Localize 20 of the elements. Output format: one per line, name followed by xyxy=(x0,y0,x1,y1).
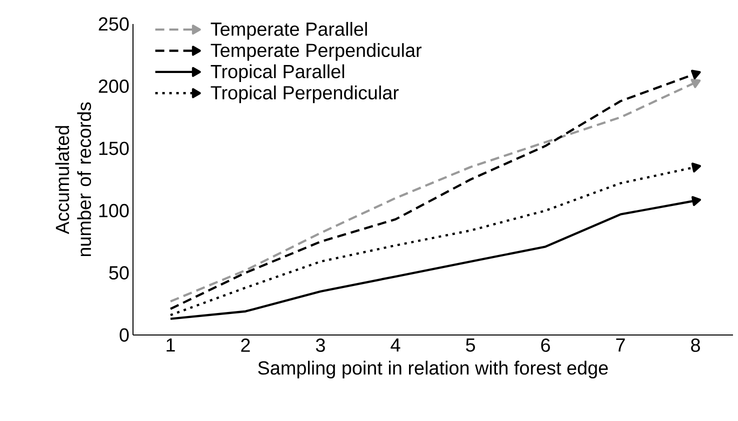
x-tick-label: 3 xyxy=(316,338,325,352)
y-tick-label: 50 xyxy=(109,266,129,280)
x-tick-label: 7 xyxy=(616,338,625,352)
y-tick-label: 0 xyxy=(120,328,129,342)
legend-label: Temperate Perpendicular xyxy=(210,43,422,61)
x-tick-label: 1 xyxy=(166,338,175,352)
y-axis-title: Accumulated number of records xyxy=(55,102,92,256)
y-tick-label: 100 xyxy=(99,204,129,218)
y-tick-label: 200 xyxy=(98,79,129,93)
x-axis-title: Sampling point in relation with forest edge xyxy=(258,360,608,378)
legend-label: Tropical Parallel xyxy=(210,64,344,82)
x-tick-label: 2 xyxy=(241,338,250,352)
legend-label: Temperate Parallel xyxy=(210,22,367,40)
x-tick-label: 6 xyxy=(541,338,550,352)
y-tick-label: 250 xyxy=(98,17,129,31)
x-tick-label: 8 xyxy=(691,338,700,352)
x-tick-label: 5 xyxy=(466,338,475,352)
x-tick-label: 4 xyxy=(390,338,400,352)
legend-label: Tropical Perpendicular xyxy=(210,86,399,104)
y-tick-label: 150 xyxy=(99,142,129,156)
